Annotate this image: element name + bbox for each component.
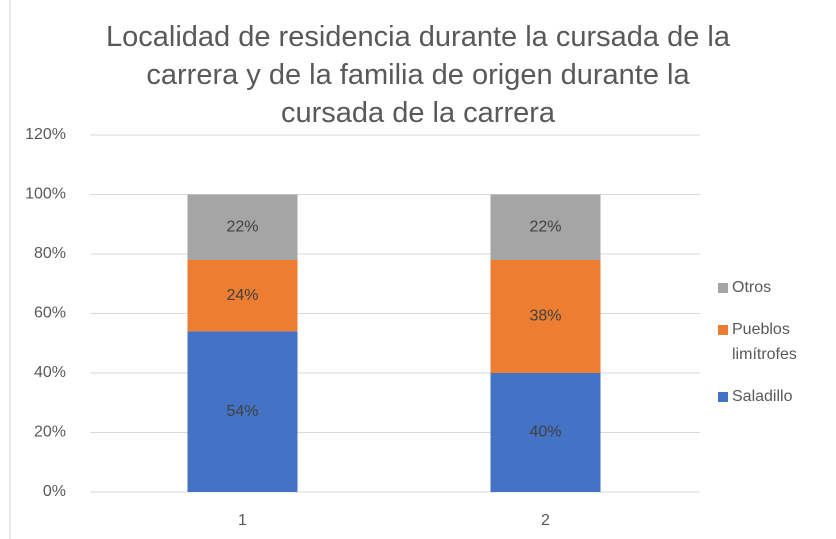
data-label: 22% xyxy=(226,218,258,235)
y-tick-label: 100% xyxy=(25,186,66,203)
data-label: 54% xyxy=(226,403,258,420)
y-tick-label: 20% xyxy=(34,424,66,441)
legend-swatch xyxy=(718,392,728,402)
data-label: 24% xyxy=(226,287,258,304)
y-tick-label: 40% xyxy=(34,364,66,381)
legend: Otros Pueblos limítrofes Saladillo xyxy=(718,275,828,426)
x-tick-label: 1 xyxy=(238,512,247,529)
y-tick-label: 120% xyxy=(25,126,66,143)
legend-label: Saladillo xyxy=(732,388,793,405)
bar-segment xyxy=(187,331,298,492)
data-label: 38% xyxy=(529,308,561,325)
legend-item: Pueblos limítrofes xyxy=(718,317,828,367)
data-label: 40% xyxy=(529,424,561,441)
legend-label: Pueblos limítrofes xyxy=(732,321,797,363)
bar-segment xyxy=(490,259,601,373)
legend-label: Otros xyxy=(732,279,772,296)
legend-item: Otros xyxy=(718,275,828,300)
legend-swatch xyxy=(718,283,728,293)
bar-segment xyxy=(187,194,298,260)
bar-segment xyxy=(187,259,298,332)
legend-swatch xyxy=(718,325,728,335)
y-tick-label: 60% xyxy=(34,305,66,322)
chart-title: Localidad de residencia durante la cursa… xyxy=(106,21,730,129)
x-tick-label: 2 xyxy=(541,512,550,529)
legend-item: Saladillo xyxy=(718,384,828,409)
bar-segment xyxy=(490,373,601,492)
data-label: 22% xyxy=(529,218,561,235)
y-tick-label: 0% xyxy=(43,483,66,500)
bar-segment xyxy=(490,194,601,260)
y-tick-label: 80% xyxy=(34,245,66,262)
